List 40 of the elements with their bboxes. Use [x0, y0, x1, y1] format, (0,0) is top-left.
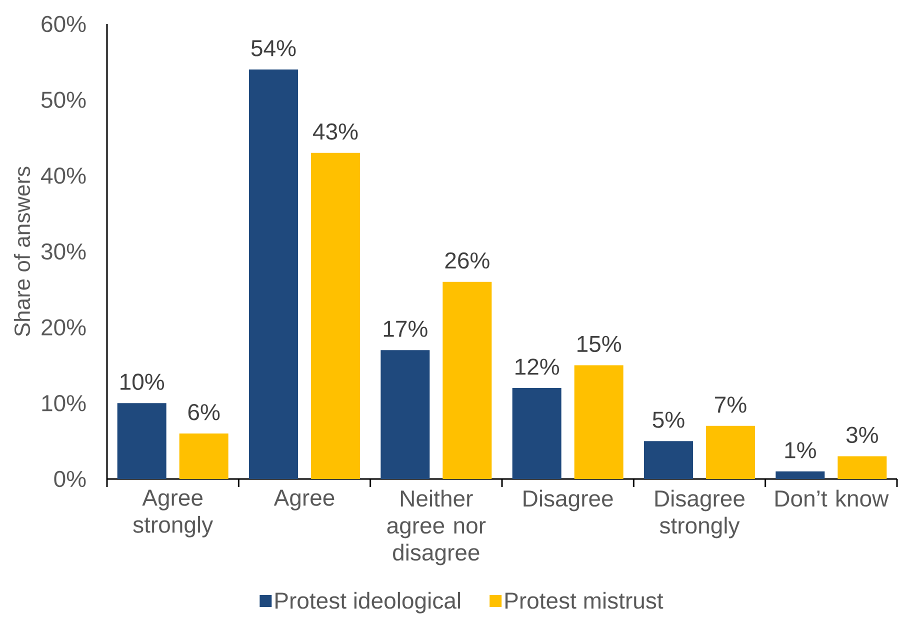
bar: [574, 365, 624, 479]
data-label: 5%: [652, 412, 684, 428]
y-tick-label: 40%: [41, 168, 86, 184]
data-label: 3%: [846, 426, 878, 444]
x-tick-label: Neither agree nor disagree: [387, 490, 486, 566]
bar: [512, 388, 562, 479]
data-label: 7%: [715, 396, 746, 413]
bar: [644, 441, 694, 479]
legend-label: Protest ideological: [276, 592, 460, 614]
y-tick-label: 30%: [41, 243, 86, 260]
y-tick-label: 50%: [41, 92, 86, 108]
y-tick-label: 10%: [42, 395, 86, 412]
bar: [442, 282, 492, 479]
y-tick-label: 20%: [42, 319, 86, 336]
bar: [706, 426, 756, 479]
data-label: 17%: [384, 320, 428, 337]
x-tick-label: Agree strongly: [133, 490, 214, 538]
legend-label: Protest mistrust: [505, 592, 664, 609]
data-label: 10%: [120, 374, 164, 390]
x-tick-label: Don’t know: [776, 490, 889, 507]
bar: [179, 434, 228, 479]
data-label: 26%: [445, 252, 490, 269]
y-tick-label: 0%: [54, 470, 86, 488]
bar: [838, 456, 887, 479]
bar: [776, 471, 825, 479]
data-label: 12%: [516, 358, 560, 375]
y-axis-title: Share of answers: [14, 166, 30, 336]
y-tick-label: 60%: [42, 16, 86, 32]
data-label: 6%: [188, 404, 220, 420]
x-tick-label: Disagree strongly: [655, 490, 744, 538]
x-tick-label: Disagree: [524, 490, 613, 512]
bar: [311, 152, 360, 479]
x-tick-label: Agree: [274, 490, 334, 510]
data-label: 43%: [313, 123, 358, 140]
bar: [249, 70, 298, 479]
data-label: 15%: [578, 336, 622, 352]
data-label: 1%: [785, 442, 816, 458]
data-label: 54%: [251, 40, 296, 56]
bar: [117, 403, 166, 479]
bar: [380, 350, 430, 479]
